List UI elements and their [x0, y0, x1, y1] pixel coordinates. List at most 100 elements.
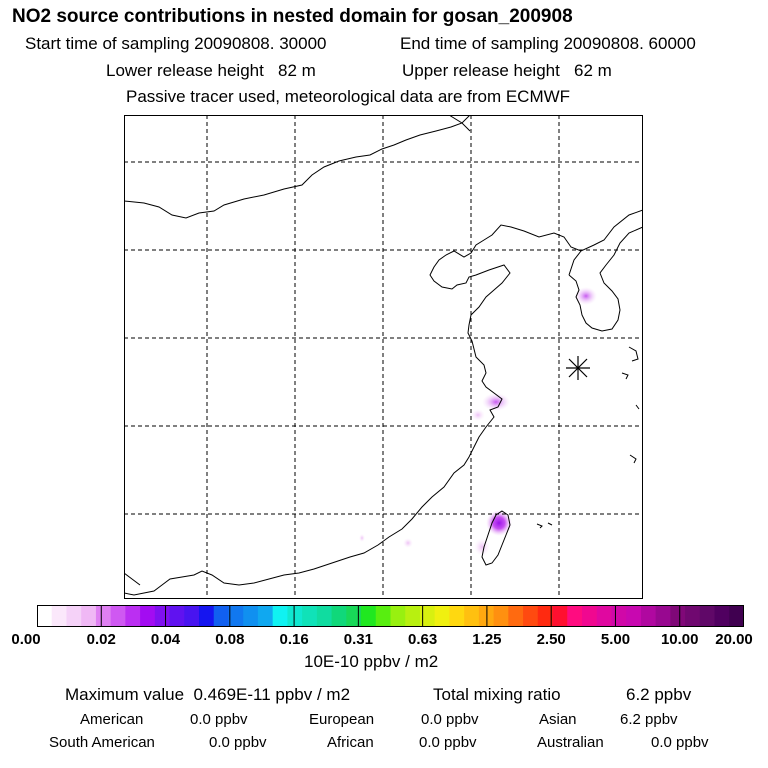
- colorbar-cell: [434, 605, 450, 627]
- colorbar-cell: [95, 605, 112, 627]
- colorbar-cell: [257, 605, 274, 627]
- colorbar-cell: [611, 605, 627, 627]
- region-european-value: 0.0 ppbv: [421, 711, 479, 728]
- colorbar-cell: [243, 605, 259, 627]
- colorbar-cell: [51, 605, 67, 627]
- colorbar-cell: [140, 605, 156, 627]
- region-asian-value: 6.2 ppbv: [620, 711, 678, 728]
- region-south-american-name: South American: [49, 734, 155, 751]
- region-american-name: American: [80, 711, 144, 728]
- upper-release-height-label: Upper release height 62 m: [402, 61, 612, 80]
- colorbar-cell: [302, 605, 318, 627]
- colorbar-cell: [685, 605, 701, 627]
- korea-peninsula: [568, 226, 643, 332]
- taiwan-island: [481, 510, 511, 566]
- china-coast-north: [124, 209, 643, 596]
- colorbar-cell: [567, 605, 583, 627]
- colorbar-cell: [287, 605, 303, 627]
- plume-taiwan-tail: [474, 538, 490, 556]
- colorbar-cell: [537, 605, 554, 627]
- colorbar-cell: [699, 605, 716, 627]
- colorbar-cell: [640, 605, 657, 627]
- end-time-label: End time of sampling 20090808. 60000: [400, 34, 696, 53]
- colorbar-tick-label: 0.02: [86, 631, 116, 648]
- colorbar-cell: [361, 605, 377, 627]
- colorbar-cell: [125, 605, 141, 627]
- colorbar-cell: [419, 605, 436, 627]
- colorbar-cell: [552, 605, 568, 627]
- lat-lon-grid: [124, 115, 643, 599]
- hainan-hint: [124, 572, 141, 586]
- colorbar-cell: [184, 605, 200, 627]
- plume-taiwan: [486, 510, 512, 536]
- colorbar-tick-label: 10.00: [660, 631, 699, 648]
- colorbar-tick-label: 2.50: [536, 631, 566, 648]
- passive-tracer-note: Passive tracer used, meteorological data…: [126, 87, 571, 106]
- region-african-name: African: [327, 734, 374, 751]
- colorbar-cell: [331, 605, 347, 627]
- map-panel: [124, 115, 643, 599]
- plume-shanghai: [482, 393, 510, 411]
- colorbar-cell: [110, 605, 126, 627]
- colorbar-cell: [390, 605, 406, 627]
- colorbar-cell: [596, 605, 612, 627]
- colorbar-tick-label: 0.04: [150, 631, 181, 648]
- colorbar-cell: [199, 605, 215, 627]
- colorbar-cell: [81, 605, 97, 627]
- region-asian-name: Asian: [539, 711, 577, 728]
- region-australian-value: 0.0 ppbv: [651, 734, 709, 751]
- colorbar-cell: [449, 605, 465, 627]
- colorbar-tick-label: 20.00: [715, 631, 753, 648]
- colorbar-cell: [655, 605, 671, 627]
- region-australian-name: Australian: [537, 734, 604, 751]
- total-mixing-ratio-label: Total mixing ratio: [433, 685, 561, 704]
- colorbar-cell: [670, 605, 686, 627]
- colorbar-cell: [375, 605, 391, 627]
- mongolia-border-east: [448, 115, 471, 132]
- page-title: NO2 source contributions in nested domai…: [12, 6, 573, 27]
- colorbar-cell: [272, 605, 288, 627]
- colorbar-tick-label: 0.08: [215, 631, 245, 648]
- plume-shanghai-south: [471, 409, 485, 421]
- korea-north-coast: [568, 250, 582, 276]
- region-south-american-value: 0.0 ppbv: [209, 734, 267, 751]
- plume-guangdong-west: [359, 534, 365, 542]
- no2-plume-layer: [359, 287, 597, 556]
- colorbar-cell: [228, 605, 244, 627]
- colorbar-cell: [316, 605, 333, 627]
- maximum-value-label: Maximum value 0.469E-11 ppbv / m2: [65, 685, 351, 704]
- colorbar-cell: [714, 605, 730, 627]
- colorbar-cell: [154, 605, 171, 627]
- start-time-label: Start time of sampling 20090808. 30000: [25, 34, 327, 53]
- plume-korea: [575, 287, 597, 305]
- colorbar-cell: [508, 605, 524, 627]
- colorbar-cell: [213, 605, 229, 627]
- mongolia-border: [124, 115, 471, 219]
- region-african-value: 0.0 ppbv: [419, 734, 477, 751]
- region-american-value: 0.0 ppbv: [190, 711, 248, 728]
- coastlines: [124, 115, 643, 596]
- colorbar-tick-label: 0.63: [408, 631, 438, 648]
- plume-guangdong-east: [403, 538, 413, 548]
- colorbar-cell: [523, 605, 539, 627]
- region-european-name: European: [309, 711, 375, 728]
- colorbar-cell: [37, 605, 53, 627]
- colorbar-cell: [66, 605, 82, 627]
- total-mixing-ratio-value: 6.2 ppbv: [626, 685, 692, 704]
- colorbar-units: 10E-10 ppbv / m2: [304, 652, 439, 671]
- japan-islands: [536, 346, 640, 529]
- colorbar-cell: [464, 605, 480, 627]
- colorbar-tick-label: 0.31: [343, 631, 373, 648]
- colorbar-cell: [581, 605, 598, 627]
- colorbar-cell: [729, 605, 744, 627]
- colorbar-tick-label: 5.00: [600, 631, 631, 648]
- colorbar-cell: [626, 605, 642, 627]
- colorbar-cell: [493, 605, 509, 627]
- colorbar: [37, 605, 744, 627]
- colorbar-cell: [346, 605, 362, 627]
- colorbar-tick-label: 1.25: [472, 631, 502, 648]
- colorbar-tick-label: 0.16: [279, 631, 309, 648]
- colorbar-cell: [405, 605, 421, 627]
- receptor-star-icon: [566, 356, 590, 380]
- colorbar-tick-label: 0.00: [11, 631, 41, 648]
